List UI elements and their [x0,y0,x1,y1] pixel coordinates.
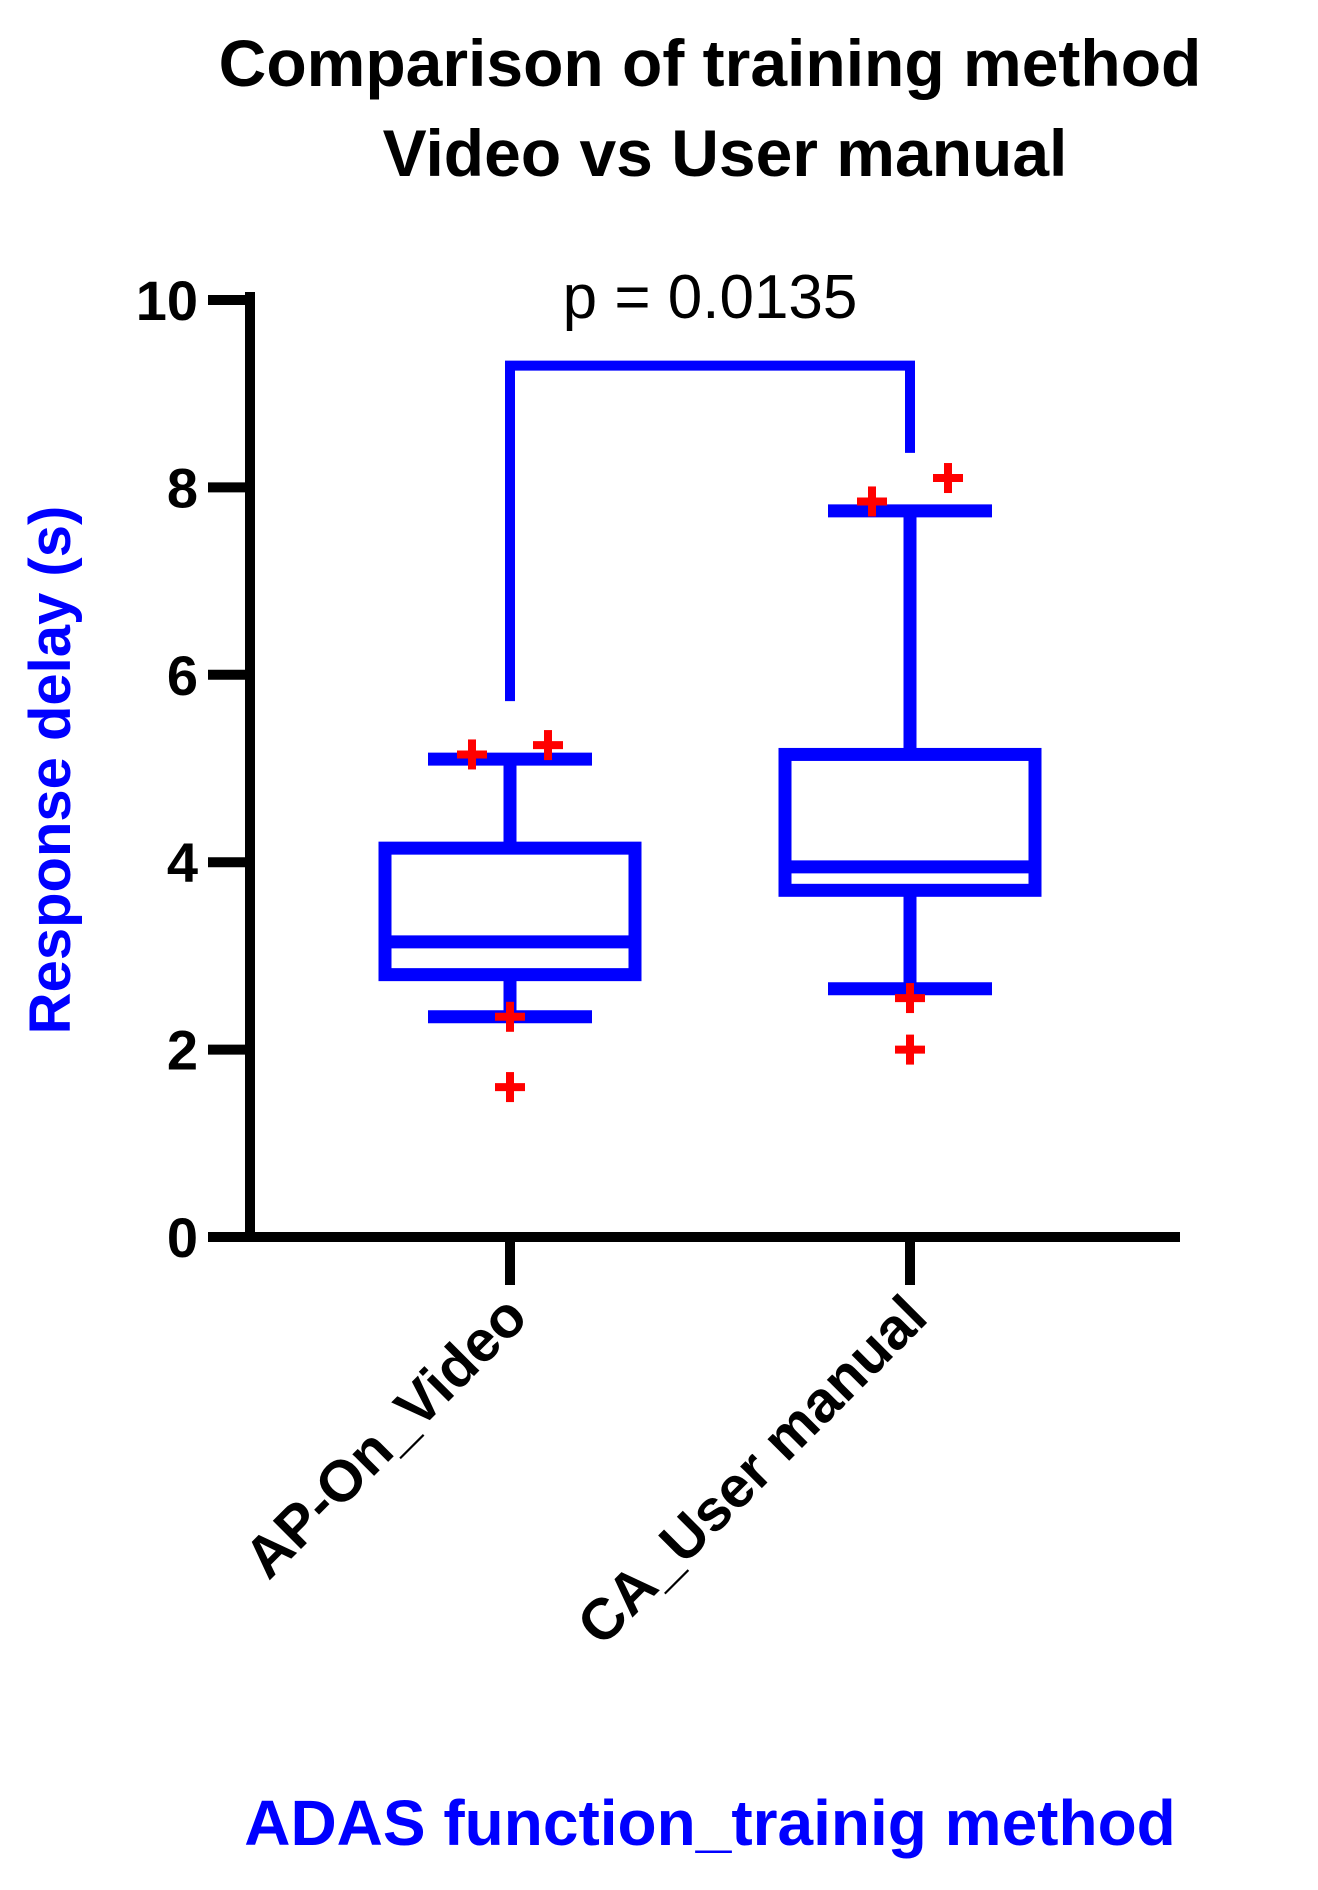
p-value-label: p = 0.0135 [563,263,858,332]
y-axis-ticks: 0 2 4 6 8 10 [136,269,250,1269]
y-tick-label: 6 [167,644,198,707]
box-2 [778,463,1042,1065]
plot-marks [378,360,1042,1103]
significance-bracket [505,360,915,702]
y-tick-label: 2 [167,1019,198,1082]
outlier-point [933,463,963,494]
x-axis: AP-On_Video CA_User manual [208,1232,1180,1657]
x-axis-label: ADAS function_trainig method [244,1787,1176,1859]
chart-title-line-2: Video vs User manual [383,116,1068,190]
x-tick-label: AP-On_Video [232,1283,539,1590]
y-tick-label: 4 [167,831,198,894]
y-tick-label: 0 [167,1206,198,1269]
box-1 [378,730,642,1103]
outlier-point [495,1072,525,1103]
y-axis: 0 2 4 6 8 10 [136,269,255,1269]
outlier-point [495,1001,525,1032]
outlier-point [857,486,887,517]
outlier-point [895,1034,925,1065]
x-axis-ticks: AP-On_Video CA_User manual [232,1237,939,1657]
outlier-point [533,730,563,761]
y-axis-label: Response delay (s) [18,506,83,1035]
outlier-point [457,739,487,770]
box-iqr [378,841,642,982]
y-tick-label: 10 [136,269,198,332]
y-tick-label: 8 [167,456,198,519]
chart-title-line-1: Comparison of training method [219,26,1202,100]
x-tick-label: CA_User manual [565,1283,939,1657]
outlier-point [895,983,925,1014]
